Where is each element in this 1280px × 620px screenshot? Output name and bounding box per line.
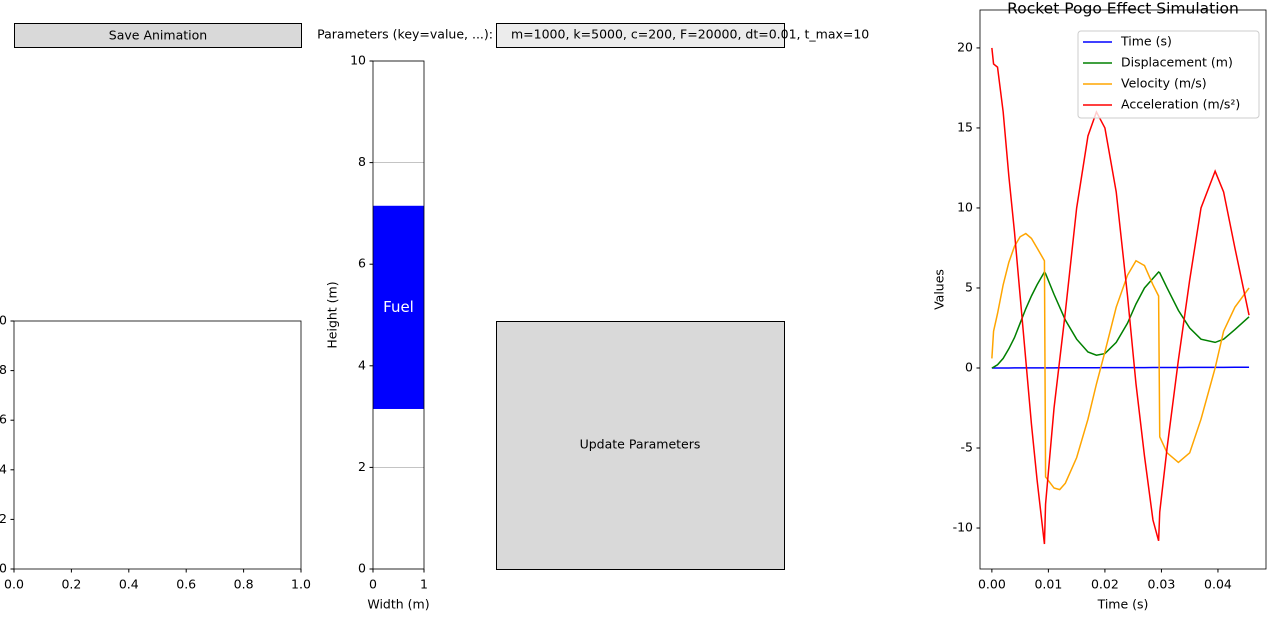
y-axis-label: Height (m) bbox=[325, 281, 340, 348]
axes-frame bbox=[979, 9, 1267, 570]
x-tick-label: 0.6 bbox=[176, 577, 196, 592]
y-tick-label: 8 bbox=[358, 154, 366, 169]
y-tick-label: 15 bbox=[957, 119, 973, 134]
y-tick-label: 0.6 bbox=[0, 412, 7, 427]
update-button[interactable] bbox=[496, 321, 785, 570]
params-text[interactable]: m=1000, k=5000, c=200, F=20000, dt=0.01,… bbox=[511, 27, 869, 42]
update-button-label[interactable]: Update Parameters bbox=[580, 437, 701, 452]
x-tick-label: 0 bbox=[369, 577, 377, 592]
save-button[interactable] bbox=[14, 23, 302, 48]
x-tick-label: 0.8 bbox=[234, 577, 254, 592]
y-tick-label: 0 bbox=[358, 561, 366, 576]
x-tick-label: 0.02 bbox=[1091, 577, 1119, 592]
y-tick-label: 2 bbox=[358, 459, 366, 474]
legend-label: Displacement (m) bbox=[1121, 55, 1233, 70]
y-tick-label: 10 bbox=[350, 53, 366, 68]
y-axis-label: Values bbox=[932, 269, 947, 310]
x-tick-label: 0.2 bbox=[61, 577, 81, 592]
x-tick-label: 0.03 bbox=[1148, 577, 1176, 592]
x-axis-label: Width (m) bbox=[367, 597, 429, 612]
y-tick-label: 0 bbox=[965, 359, 973, 374]
chart-title: Rocket Pogo Effect Simulation bbox=[1007, 0, 1239, 18]
bar-label: Fuel bbox=[383, 298, 414, 316]
series-line bbox=[991, 232, 1250, 491]
y-tick-label: 0.2 bbox=[0, 511, 7, 526]
y-tick-label: 5 bbox=[965, 279, 973, 294]
y-tick-label: 0.0 bbox=[0, 561, 7, 576]
legend-label: Time (s) bbox=[1120, 34, 1172, 49]
legend-label: Acceleration (m/s²) bbox=[1121, 97, 1240, 112]
y-tick-label: -10 bbox=[953, 520, 973, 535]
y-tick-label: 20 bbox=[957, 39, 973, 54]
x-tick-label: 0.01 bbox=[1034, 577, 1062, 592]
bar bbox=[373, 205, 424, 409]
series-line bbox=[991, 366, 1250, 369]
legend-label: Velocity (m/s) bbox=[1121, 76, 1207, 91]
y-tick-label: 10 bbox=[957, 199, 973, 214]
y-tick-label: 4 bbox=[358, 357, 366, 372]
params-label: Parameters (key=value, ...): bbox=[317, 27, 493, 42]
y-tick-label: 6 bbox=[358, 256, 366, 271]
x-tick-label: 0.00 bbox=[978, 577, 1006, 592]
x-tick-label: 0.4 bbox=[119, 577, 139, 592]
save-button-label[interactable]: Save Animation bbox=[109, 28, 207, 43]
x-tick-label: 0.0 bbox=[4, 577, 24, 592]
x-tick-label: 0.04 bbox=[1204, 577, 1232, 592]
y-tick-label: 0.8 bbox=[0, 362, 7, 377]
x-axis-label: Time (s) bbox=[1097, 597, 1149, 612]
x-tick-label: 1 bbox=[420, 577, 428, 592]
axes-frame bbox=[13, 320, 302, 570]
legend-box bbox=[1077, 30, 1260, 119]
params-textbox[interactable] bbox=[496, 23, 785, 48]
x-tick-label: 1.0 bbox=[291, 577, 311, 592]
y-tick-label: 0.4 bbox=[0, 461, 7, 476]
axes-background bbox=[14, 321, 301, 569]
y-tick-label: -5 bbox=[961, 440, 973, 455]
y-tick-label: 1.0 bbox=[0, 313, 7, 328]
series-line bbox=[991, 47, 1250, 545]
axes-frame bbox=[372, 60, 425, 570]
